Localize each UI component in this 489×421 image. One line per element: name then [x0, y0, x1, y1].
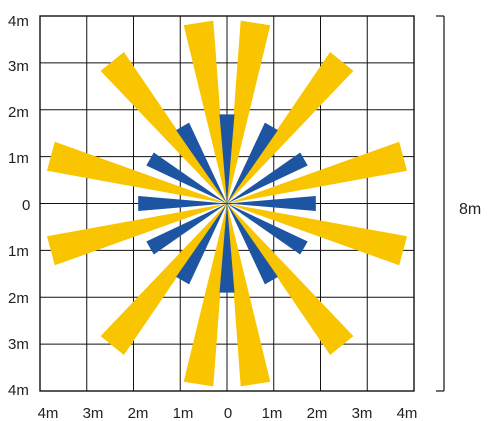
x-label-left-2m: 2m [128, 405, 149, 421]
y-label-top-1m: 1m [8, 150, 29, 167]
long-beam-zone [227, 52, 354, 204]
short-beam-zone [138, 196, 227, 211]
long-beam-zone [47, 203, 227, 266]
long-beam-zone [227, 203, 407, 266]
short-beam-zone [219, 203, 235, 293]
long-beam-zone [47, 141, 227, 204]
short-beam-zone [227, 152, 308, 204]
x-label-zero: 0 [224, 405, 232, 421]
x-label-left-1m: 1m [173, 405, 194, 421]
short-beam-zone [227, 196, 316, 211]
short-beam-zone [176, 203, 227, 285]
grid-border [39, 15, 415, 392]
grid-frame [39, 15, 415, 392]
y-label-top-3m: 3m [8, 58, 29, 75]
long-beam-zone [100, 203, 227, 355]
short-beam-zone [146, 203, 227, 255]
short-beam-zone [176, 122, 227, 204]
long-beam-zone [100, 52, 227, 204]
y-label-bottom-3m: 3m [8, 336, 29, 353]
short-beam-zone [146, 152, 227, 204]
y-label-zero: 0 [22, 197, 30, 214]
dimension-label: 8m [459, 201, 481, 218]
y-label-bottom-2m: 2m [8, 290, 29, 307]
long-beam-zone [183, 203, 227, 387]
short-beam-zone [227, 203, 308, 255]
x-label-right-3m: 3m [352, 405, 373, 421]
long-beam-zone [227, 141, 407, 204]
long-range-beams [47, 20, 407, 387]
short-range-beams [138, 114, 316, 293]
x-label-right-1m: 1m [262, 405, 283, 421]
x-label-left-4m: 4m [38, 405, 59, 421]
y-label-top-2m: 2m [8, 104, 29, 121]
long-beam-zone [227, 20, 271, 204]
dimension-bracket [436, 15, 445, 392]
short-beam-zone [227, 122, 278, 204]
long-beam-zone [227, 203, 271, 387]
x-label-right-4m: 4m [397, 405, 418, 421]
x-axis-labels: 4m 3m 2m 1m 0 1m 2m 3m 4m [38, 405, 418, 421]
y-label-bottom-1m: 1m [8, 243, 29, 260]
x-label-left-3m: 3m [83, 405, 104, 421]
short-beam-zone [227, 203, 278, 285]
short-beam-zone [219, 114, 235, 204]
y-axis-labels: 4m 3m 2m 1m 0 1m 2m 3m 4m [8, 13, 30, 399]
long-beam-zone [227, 203, 354, 355]
long-beam-zone [183, 20, 227, 204]
y-label-top-4m: 4m [8, 13, 29, 30]
x-label-right-2m: 2m [307, 405, 328, 421]
y-label-bottom-4m: 4m [8, 382, 29, 399]
